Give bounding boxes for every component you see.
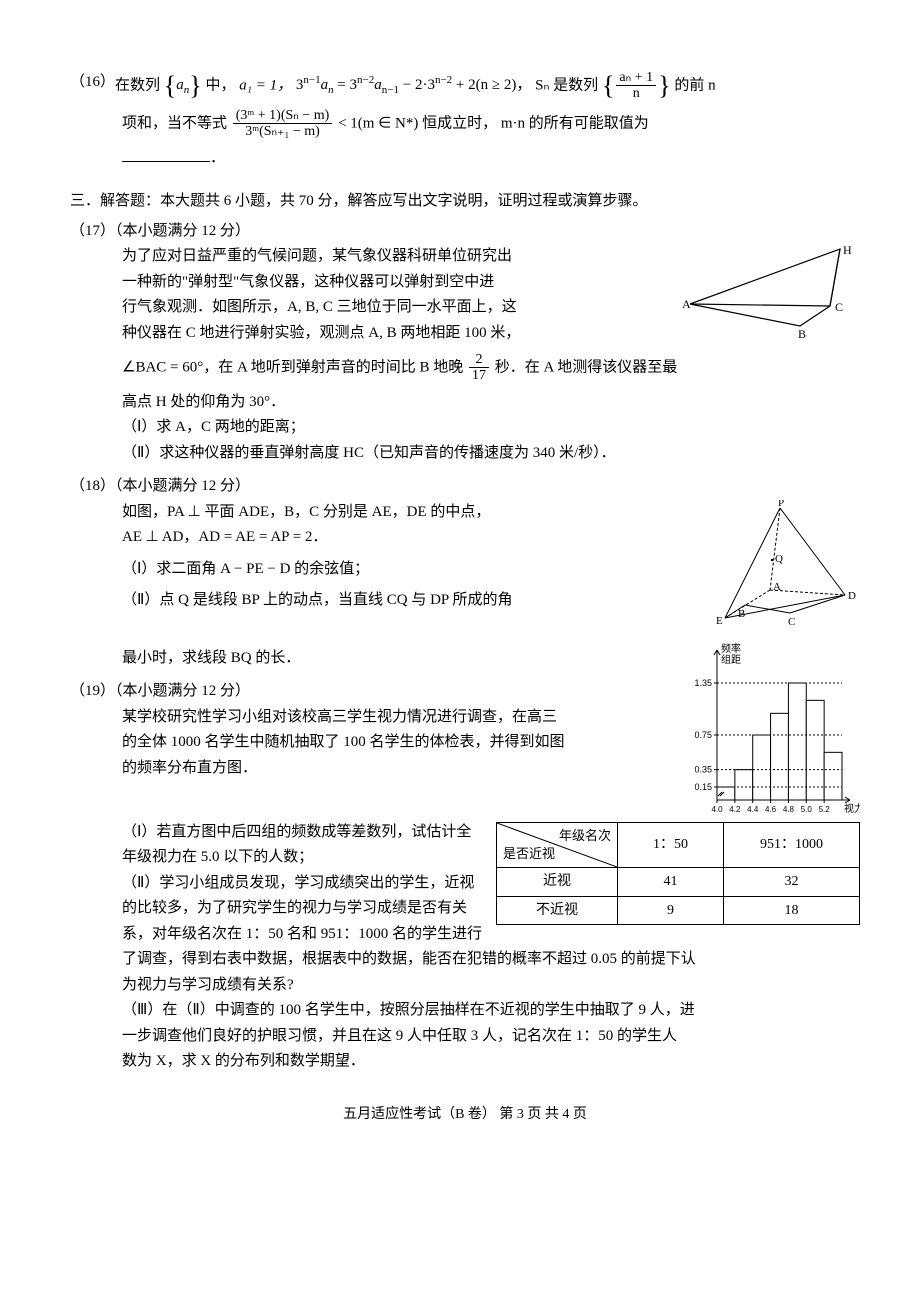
svg-text:0.75: 0.75 [694, 730, 712, 740]
t: n [616, 86, 656, 101]
t: 高点 H 处的仰角为 30°． [122, 390, 860, 416]
t: 行气象观测．如图所示， [122, 299, 287, 315]
t: n−2 [435, 74, 452, 86]
seq-frac: aₙ + 1n [616, 70, 656, 102]
t: 41 [618, 867, 724, 896]
t: ∠BAC = 60°，在 A 地听到弹射声音的时间比 B 地晚 [122, 359, 467, 375]
q16: （16） 在数列 {an} 中， a₁ = 1， 3n−1an = 3n−2an… [70, 70, 860, 171]
t: 32 [724, 867, 860, 896]
t: Sₙ 是数列 [535, 77, 598, 93]
svg-text:频率: 频率 [721, 642, 741, 655]
q19-pts: （本小题满分 12 分） [115, 683, 250, 699]
t: 的前 n [674, 77, 715, 93]
svg-text:A: A [773, 581, 781, 593]
svg-text:Q: Q [775, 553, 783, 565]
q19-p2c: 系，对年级名次在 1：50 名和 951：1000 名的学生进行 [122, 922, 860, 948]
t: m·n 的所有可能取值为 [501, 115, 649, 131]
t: 在数列 [115, 77, 160, 93]
t: 3ᵐ(Sₙ₊₁ − m) [233, 124, 333, 139]
q18-pts: （本小题满分 12 分） [115, 478, 250, 494]
ineq-frac: (3ᵐ + 1)(Sₙ − m) 3ᵐ(Sₙ₊₁ − m) [233, 108, 333, 140]
svg-text:4.4: 4.4 [747, 805, 759, 814]
t: 不近视 [497, 896, 618, 925]
q19-p3b: 一步调查他们良好的护眼习惯，并且在这 9 人中任取 3 人，记名次在 1：50 … [122, 1024, 860, 1050]
q18-body: P Q A D E B C 如图，PA ⊥ 平面 ADE，B，C 分别是 AE，… [70, 500, 860, 672]
svg-text:4.2: 4.2 [729, 805, 741, 814]
q17-figure: A C B H [680, 244, 860, 344]
svg-text:4.0: 4.0 [711, 805, 723, 814]
q19-p3a: （Ⅲ）在（Ⅱ）中调查的 100 名学生中，按照分层抽样在不近视的学生中抽取了 9… [122, 998, 860, 1024]
recur: 3n−1an = 3n−2an−1 − 2·3n−2 + 2(n ≥ 2)， [296, 77, 535, 93]
t: 项和，当不等式 [122, 115, 227, 131]
col-951-1000: 951：1000 [724, 822, 860, 867]
svg-text:5.0: 5.0 [801, 805, 813, 814]
section-3-heading: 三．解答题：本大题共 6 小题，共 70 分，解答应写出文字说明，证明过程或演算… [70, 189, 860, 215]
t: 17 [469, 368, 489, 383]
t: aₙ + 1 [616, 70, 656, 86]
q18-head: （18）（本小题满分 12 分） [70, 474, 860, 500]
t: 秒．在 A 地测得该仪器至最 [495, 359, 678, 375]
q19-p3c: 数为 X，求 X 的分布列和数学期望． [122, 1049, 860, 1075]
t: < 1(m ∈ N*) 恒成立时， [338, 115, 497, 131]
svg-text:B: B [798, 327, 806, 341]
q17-body: A C B H 为了应对日益严重的气候问题，某气象仪器科研单位研究出 一种新的"… [70, 244, 860, 466]
q17-l5: ∠BAC = 60°，在 A 地听到弹射声音的时间比 B 地晚 217 秒．在 … [122, 352, 860, 384]
t: n−1 [303, 74, 320, 86]
table-diag-header: 年级名次 是否近视 [497, 822, 618, 867]
svg-text:1.35: 1.35 [694, 678, 712, 688]
t: (3ᵐ + 1)(Sₙ − m) [233, 108, 333, 124]
q19-p2d: 了调查，得到右表中数据，根据表中的数据，能否在犯错的概率不超过 0.05 的前提… [122, 947, 860, 973]
t: 9 [618, 896, 724, 925]
q17-head: （17）（本小题满分 12 分） [70, 219, 860, 245]
q18-figure: P Q A D E B C [710, 500, 860, 640]
page-footer: 五月适应性考试（B 卷） 第 3 页 共 4 页 [70, 1103, 860, 1127]
svg-text:A: A [682, 297, 691, 311]
q18: （18）（本小题满分 12 分） P Q A D E B C [70, 474, 860, 671]
t: A, B, C 三地位于同一水平面上，这 [287, 299, 517, 315]
q16-line2: 项和，当不等式 (3ᵐ + 1)(Sₙ − m) 3ᵐ(Sₙ₊₁ − m) < … [70, 108, 860, 140]
table-row: 不近视 9 18 [497, 896, 860, 925]
svg-text:4.8: 4.8 [783, 805, 795, 814]
q19-histogram: 0.15 0.35 0.75 1.35 4.0 4.2 4.4 4.6 4.8 5.0 5.2 视力 频… [685, 640, 860, 820]
t: 近视 [497, 867, 618, 896]
svg-text:4.6: 4.6 [765, 805, 777, 814]
svg-text:H: H [843, 244, 852, 257]
q17-pts: （本小题满分 12 分） [115, 223, 250, 239]
q17-p2: （Ⅱ）求这种仪器的垂直弹射高度 HC（已知声音的传播速度为 340 米/秒）． [122, 441, 860, 467]
q17: （17）（本小题满分 12 分） A C B H 为了应对日益严重的气候问题，某… [70, 219, 860, 467]
t: 是否近视 [503, 843, 555, 865]
q17-p1: （Ⅰ）求 A，C 两地的距离； [122, 415, 860, 441]
svg-text:组距: 组距 [721, 653, 741, 666]
t: 年级名次 [559, 825, 611, 847]
svg-text:0.15: 0.15 [694, 782, 712, 792]
svg-text:C: C [835, 300, 843, 314]
q19-number: （19） [70, 683, 115, 699]
t: n−2 [357, 74, 374, 86]
q17-number: （17） [70, 223, 115, 239]
svg-text:5.2: 5.2 [819, 805, 831, 814]
q16-blank-line: ． [70, 146, 860, 172]
t: + 2(n ≥ 2)， [452, 77, 531, 93]
q16-body: 在数列 {an} 中， a₁ = 1， 3n−1an = 3n−2an−1 − … [115, 70, 860, 102]
q19-p2e: 为视力与学习成绩有关系? [122, 973, 860, 999]
frac-2-17: 217 [469, 352, 489, 384]
svg-text:B: B [738, 608, 745, 620]
svg-text:C: C [788, 616, 795, 628]
q18-number: （18） [70, 478, 115, 494]
q16-number: （16） [70, 70, 115, 96]
a1: a₁ = 1， [239, 77, 292, 93]
col-1-50: 1：50 [618, 822, 724, 867]
q19-table: 年级名次 是否近视 1：50 951：1000 近视 41 32 不近视 9 1… [496, 822, 860, 926]
svg-text:E: E [716, 615, 723, 627]
svg-text:P: P [778, 500, 784, 509]
t: 18 [724, 896, 860, 925]
svg-text:0.35: 0.35 [694, 765, 712, 775]
t: 2 [469, 352, 489, 368]
answer-blank[interactable] [122, 146, 210, 162]
table-row: 近视 41 32 [497, 867, 860, 896]
svg-text:D: D [848, 590, 856, 602]
t: 中， [206, 77, 236, 93]
svg-text:视力: 视力 [844, 802, 860, 815]
